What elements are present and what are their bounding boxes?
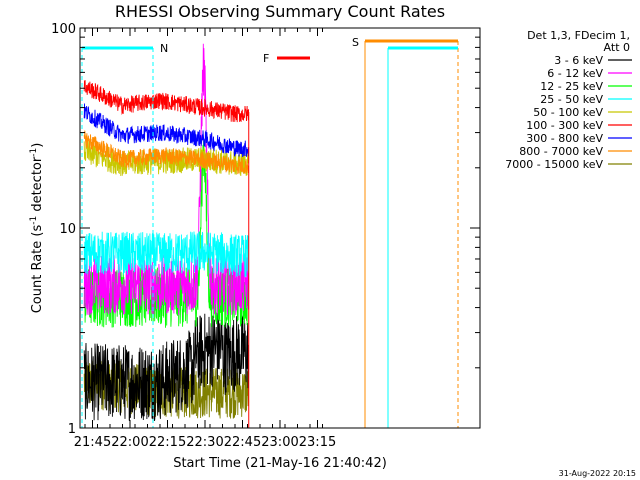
x-axis-label: Start Time (21-May-16 21:40:42): [173, 456, 387, 471]
y-axis-label-sup2: -1: [29, 148, 39, 157]
flag-layer: N F S: [81, 36, 459, 428]
legend-label-300-800-kev: 300 - 800 keV: [526, 132, 603, 145]
series-line-3-6-kev: [83, 311, 250, 422]
series-line-300-800-kev: [83, 103, 250, 158]
plot-data: [83, 43, 250, 428]
legend-header-att: Att 0: [604, 41, 630, 54]
x-tick-label: 23:15: [299, 435, 336, 450]
legend-label-800-7000-kev: 800 - 7000 keV: [519, 145, 603, 158]
legend-header: Det 1,3, FDecim 1,: [527, 29, 630, 42]
legend-label-25-50-kev: 25 - 50 keV: [540, 93, 603, 106]
flare-flag-label: F: [263, 52, 269, 65]
y-axis-label-tail: detector: [30, 156, 45, 216]
timestamp: 31-Aug-2022 20:15: [559, 469, 636, 478]
axes: 21:45 22:00 22:15 22:30 22:45 23:00 23:15 1 10 10…: [51, 22, 480, 450]
x-tick-label: 22:30: [186, 435, 223, 450]
y-tick-label: 1: [68, 422, 76, 437]
series-line-25-50-kev: [83, 231, 250, 278]
legend-label-3-6-kev: 3 - 6 keV: [554, 54, 603, 67]
series-line-800-7000-kev: [83, 130, 250, 175]
night-flag-label: N: [160, 42, 168, 55]
legend-label-6-12-kev: 6 - 12 keV: [547, 67, 603, 80]
x-tick-label: 21:45: [74, 435, 111, 450]
chart-title: RHESSI Observing Summary Count Rates: [115, 2, 445, 21]
series-line-6-12-kev: [83, 43, 250, 316]
x-tick-label: 22:45: [224, 435, 261, 450]
y-axis-label-close: ): [30, 143, 45, 148]
series-line-100-300-kev: [83, 80, 250, 123]
y-tick-label: 100: [51, 22, 76, 37]
x-tick-label: 22:15: [149, 435, 186, 450]
y-axis-label-sup1: -1: [29, 216, 39, 225]
x-tick-label: 22:00: [111, 435, 148, 450]
y-axis-label: Count Rate (s-1 detector-1): [29, 143, 45, 314]
y-axis-label-main: Count Rate (s: [30, 225, 45, 314]
y-tick-label: 10: [59, 222, 76, 237]
legend-label-100-300-kev: 100 - 300 keV: [526, 119, 603, 132]
legend-label-12-25-kev: 12 - 25 keV: [540, 80, 603, 93]
legend-label-50-100-kev: 50 - 100 keV: [533, 106, 603, 119]
legend-label-7000-15000-kev: 7000 - 15000 keV: [505, 158, 603, 171]
saa-flag-label: S: [352, 36, 359, 49]
x-tick-label: 23:00: [261, 435, 298, 450]
